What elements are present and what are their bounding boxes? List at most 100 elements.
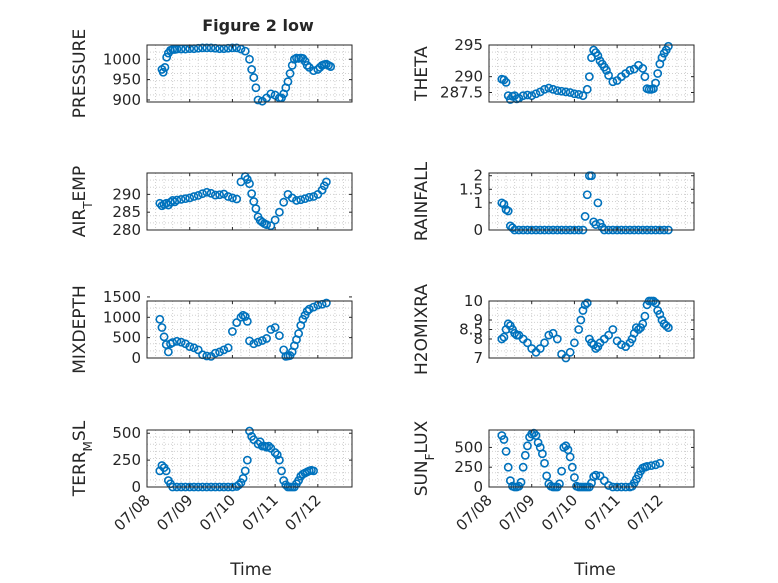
data-point [262, 334, 271, 343]
data-point [540, 338, 549, 348]
data-point [176, 337, 186, 347]
data-point [242, 316, 252, 326]
y-axis-label: TERRMSL [70, 420, 95, 497]
data-point [157, 461, 167, 470]
y-tick-label: 8.5 [459, 321, 483, 339]
data-point [584, 72, 594, 82]
data-point [578, 91, 588, 101]
x-axis-label-right: Time [573, 560, 616, 580]
data-point [646, 461, 656, 471]
data-point [591, 344, 601, 353]
data-point [604, 71, 613, 80]
grid [147, 45, 352, 102]
data-point [266, 325, 276, 334]
data-point [582, 190, 592, 200]
y-axis-label: MIXDEPTH [70, 285, 90, 374]
data-point [251, 204, 261, 214]
data-point [274, 331, 284, 341]
x-tick-label: 07/11 [581, 491, 624, 534]
x-tick-label: 07/09 [495, 491, 538, 534]
y-axis-label: THETA [412, 46, 432, 102]
data-point [163, 347, 173, 357]
data-point [518, 91, 528, 101]
data-point [257, 336, 267, 345]
data-point [567, 462, 577, 472]
data-point [185, 342, 195, 351]
x-tick-label: 07/08 [111, 491, 154, 534]
data-point [608, 325, 618, 334]
data-point [274, 455, 284, 465]
data-point [302, 306, 312, 316]
data-point [640, 72, 650, 82]
data-point [232, 194, 242, 204]
data-point [651, 298, 660, 308]
data-point [548, 328, 558, 338]
data-point [544, 83, 554, 93]
data-point [321, 298, 331, 308]
data-point [580, 212, 590, 221]
y-tick-label: 0 [473, 221, 483, 239]
data-point [304, 192, 314, 202]
data-point [240, 312, 250, 321]
data-point [535, 344, 545, 353]
x-tick-label: 07/08 [453, 491, 496, 534]
panel-2: 290 295 287.5 THETA [412, 36, 695, 104]
data-point [531, 89, 541, 99]
data-point [540, 458, 549, 468]
data-point [651, 460, 660, 470]
data-point [158, 67, 168, 77]
data-point [223, 343, 233, 353]
data-point [602, 65, 611, 75]
data-point [160, 62, 170, 72]
y-tick-label: 1000 [103, 50, 141, 68]
data-point [232, 318, 242, 327]
series-points [497, 428, 665, 492]
x-tick-label: 07/12 [281, 491, 324, 534]
data-point [219, 189, 229, 199]
y-tick-label: 1.5 [459, 180, 483, 198]
y-tick-label: 500 [112, 329, 141, 347]
data-point [198, 189, 207, 199]
data-point [599, 476, 609, 486]
data-point [552, 334, 562, 344]
data-point [242, 175, 252, 184]
data-point [296, 195, 306, 205]
y-axis-label: H2OMIXRA [412, 284, 432, 375]
data-point [309, 192, 318, 201]
y-tick-label: 290 [454, 68, 483, 86]
data-point [245, 426, 254, 436]
y-tick-label: 10 [464, 292, 483, 310]
data-point [505, 476, 515, 486]
x-tick-label: 07/10 [196, 491, 239, 534]
figure-title: Figure 2 low [202, 16, 314, 35]
data-point [523, 441, 532, 451]
y-tick-label: 250 [112, 451, 141, 469]
data-point [172, 195, 182, 205]
y-tick-label: 900 [112, 91, 141, 109]
data-point [283, 77, 293, 87]
data-point [604, 330, 613, 340]
data-point [510, 328, 520, 338]
y-tick-label: 295 [454, 36, 483, 54]
grid [147, 430, 352, 487]
y-axis-label: AIRTEMP [70, 166, 95, 237]
data-point [634, 325, 643, 334]
y-axis-label: PRESSURE [70, 29, 90, 118]
data-point [574, 325, 584, 334]
axes-box [146, 44, 353, 103]
data-point [640, 311, 650, 321]
panel-1: 900 1000 950 PRESSURE [70, 29, 353, 118]
data-point [219, 345, 229, 355]
data-point [210, 190, 220, 200]
data-point [304, 304, 314, 314]
data-point [565, 88, 575, 97]
data-point [326, 62, 336, 71]
data-point [285, 69, 295, 78]
axes-box [146, 300, 353, 359]
data-point [523, 90, 532, 100]
data-point [210, 348, 220, 358]
data-point [274, 207, 284, 217]
data-point [238, 473, 248, 483]
panel-8: 0 500 250 07/08 07/09 07/10 07/11 07/12 SUNFLUX [412, 420, 695, 534]
